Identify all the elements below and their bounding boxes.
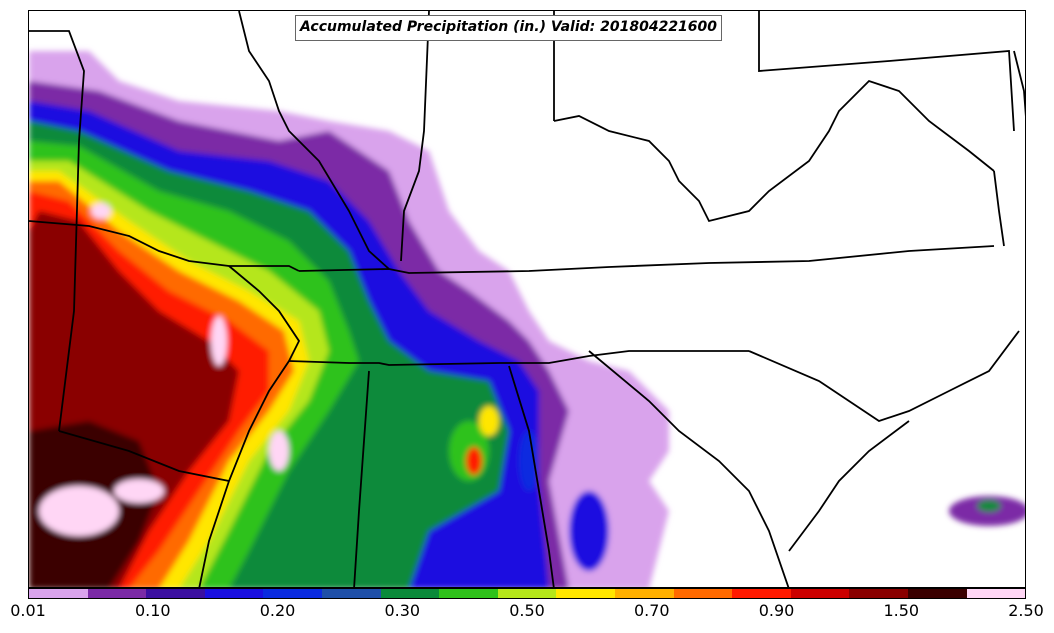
colorbar-tick-label: 1.50 bbox=[883, 601, 920, 620]
colorbar-tick-label: 2.50 bbox=[1008, 601, 1044, 620]
colorbar-segment bbox=[146, 589, 205, 598]
colorbar-tick-label: 0.01 bbox=[10, 601, 46, 620]
map-title: Accumulated Precipitation (in.) Valid: 2… bbox=[295, 15, 723, 41]
colorbar-tick-label: 0.90 bbox=[758, 601, 795, 620]
colorbar-segment bbox=[614, 589, 674, 598]
colorbar-segment bbox=[204, 589, 264, 598]
colorbar-tick-label: 0.70 bbox=[633, 601, 670, 620]
colorbar-segment bbox=[497, 589, 557, 598]
colorbar-tick-label: 0.20 bbox=[259, 601, 296, 620]
colorbar-segment bbox=[907, 589, 967, 598]
precipitation-map bbox=[28, 10, 1026, 588]
colorbar-tick-label: 0.10 bbox=[134, 601, 171, 620]
colorbar-segment bbox=[380, 589, 440, 598]
colorbar-segment bbox=[321, 589, 381, 598]
colorbar-tick-label: 0.50 bbox=[509, 601, 545, 620]
colorbar-tick-label: 0.30 bbox=[384, 601, 421, 620]
precip-field bbox=[29, 51, 1025, 587]
colorbar-segment bbox=[966, 589, 1026, 598]
colorbar-segment bbox=[29, 589, 88, 598]
colorbar-segment bbox=[673, 589, 733, 598]
colorbar-segment bbox=[87, 589, 147, 598]
colorbar-segment bbox=[556, 589, 615, 598]
map-svg bbox=[29, 11, 1025, 587]
colorbar bbox=[28, 588, 1026, 599]
colorbar-segment bbox=[790, 589, 850, 598]
colorbar-segment bbox=[439, 589, 498, 598]
colorbar-segment bbox=[263, 589, 322, 598]
colorbar-segment bbox=[849, 589, 908, 598]
state-boundaries bbox=[29, 11, 1025, 587]
colorbar-segment bbox=[732, 589, 791, 598]
